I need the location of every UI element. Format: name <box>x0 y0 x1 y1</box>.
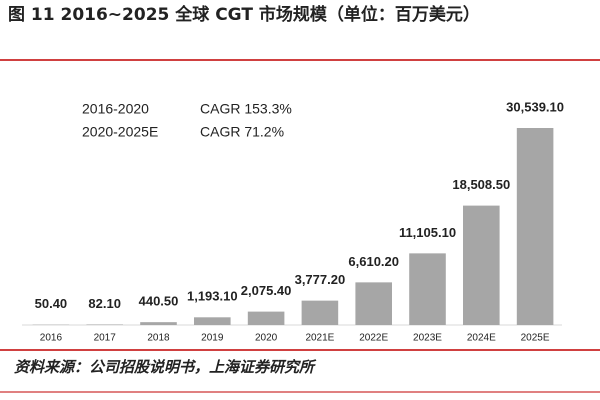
x-tick-label: 2019 <box>201 333 224 344</box>
bar <box>194 317 231 325</box>
bar <box>301 300 339 325</box>
value-label: 440.50 <box>139 294 179 309</box>
bar <box>140 322 177 325</box>
x-tick-label: 2017 <box>94 333 117 344</box>
source-note: 资料来源：公司招股说明书，上海证券研究所 <box>14 358 315 376</box>
annotation-period: 2020-2025E <box>82 124 158 140</box>
value-label: 6,610.20 <box>348 254 399 269</box>
annotation-cagr: CAGR 153.3% <box>200 101 292 117</box>
value-label: 11,105.10 <box>399 225 456 240</box>
bar <box>355 282 392 325</box>
chart-title: 图 11 2016~2025 全球 CGT 市场规模（单位：百万美元） <box>8 5 480 25</box>
x-tick-label: 2018 <box>147 333 170 344</box>
x-tick-label: 2025E <box>521 333 550 344</box>
value-label: 1,193.10 <box>187 289 238 304</box>
bar <box>247 311 285 325</box>
bar <box>86 324 123 325</box>
bar <box>463 205 500 325</box>
annotation-cagr: CAGR 71.2% <box>200 124 284 140</box>
x-tick-label: 2020 <box>255 333 278 344</box>
x-tick-label: 2023E <box>413 333 442 344</box>
value-label: 82.10 <box>88 296 121 311</box>
x-tick-label: 2024E <box>467 333 496 344</box>
value-label: 18,508.50 <box>452 177 510 192</box>
annotation-period: 2016-2020 <box>82 101 149 117</box>
bar <box>516 128 554 325</box>
value-label: 3,777.20 <box>295 272 346 287</box>
value-label: 50.40 <box>35 296 68 311</box>
x-tick-label: 2022E <box>359 333 388 344</box>
x-tick-label: 2021E <box>305 333 334 344</box>
x-tick-label: 2016 <box>40 333 63 344</box>
value-label: 2,075.40 <box>241 283 292 298</box>
value-label: 30,539.10 <box>506 99 564 114</box>
bar <box>409 253 446 325</box>
